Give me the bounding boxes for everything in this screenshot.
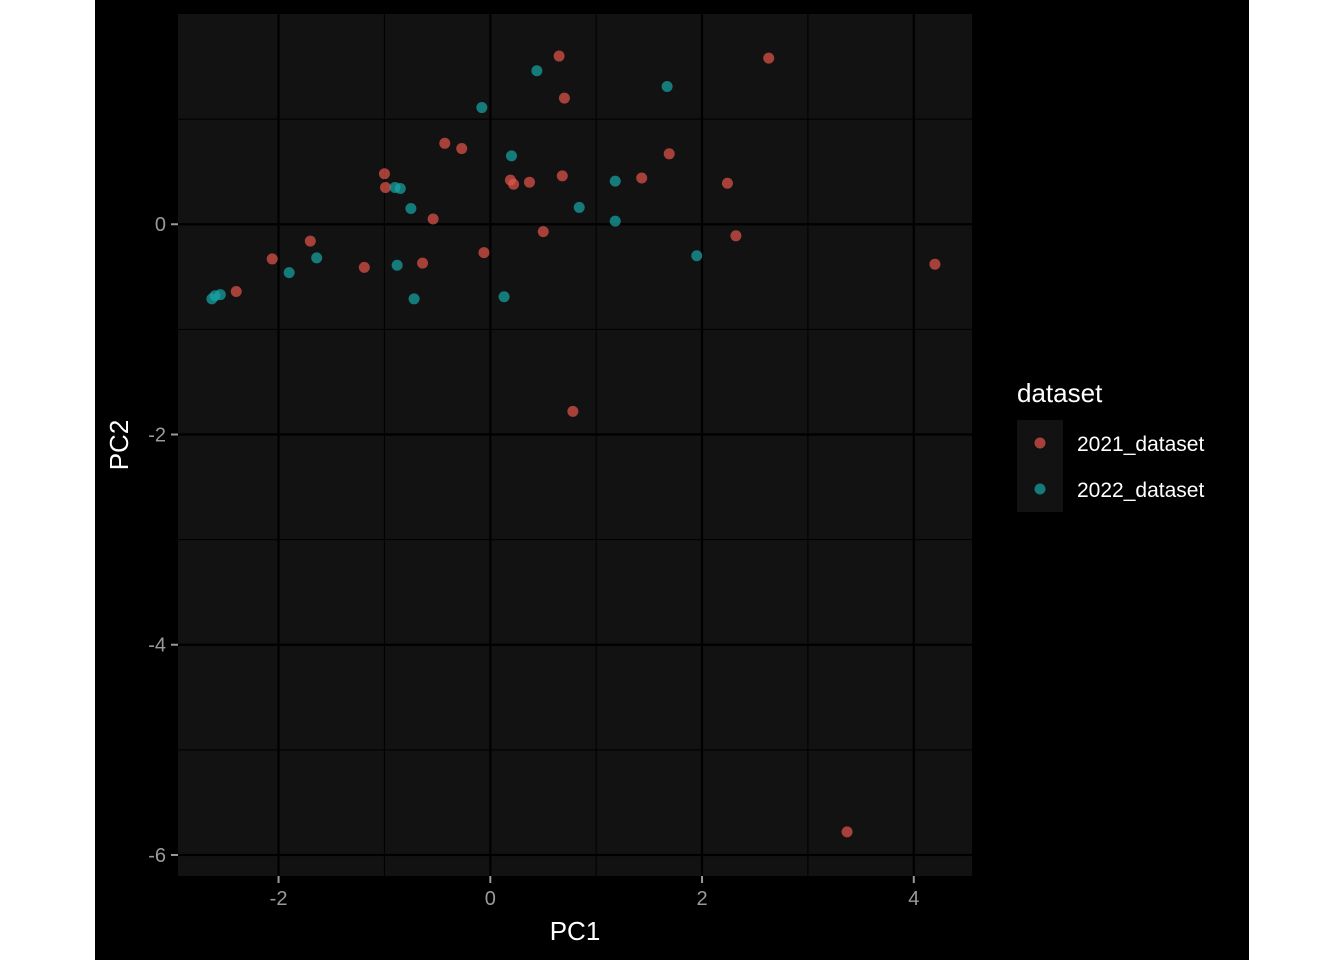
point-series-2 <box>311 252 323 264</box>
point-series-2 <box>691 250 703 262</box>
point-series-1 <box>558 92 570 104</box>
point-series-2 <box>505 150 517 162</box>
x-tick-label: 4 <box>908 888 919 910</box>
point-series-1 <box>537 226 549 238</box>
x-axis-title: PC1 <box>550 916 601 946</box>
point-series-1 <box>456 143 468 155</box>
y-tick-label: -6 <box>148 845 166 867</box>
point-series-1 <box>567 405 579 417</box>
y-tick-label: 0 <box>155 214 166 236</box>
y-tick-labels: -6 -4 -2 0 <box>148 214 166 867</box>
point-series-2 <box>405 202 417 214</box>
legend-items: 2021_dataset 2022_dataset <box>1034 433 1204 502</box>
point-series-1 <box>358 261 370 273</box>
legend: dataset 2021_dataset 2022_dataset <box>1017 378 1204 512</box>
point-series-2 <box>476 102 488 114</box>
point-series-2 <box>206 293 218 305</box>
point-series-1 <box>929 258 941 270</box>
point-series-2 <box>283 267 295 279</box>
point-series-2 <box>391 259 403 271</box>
point-series-1 <box>478 247 490 259</box>
point-series-1 <box>439 137 451 149</box>
point-series-1 <box>379 181 391 193</box>
x-tick-label: -2 <box>270 888 288 910</box>
y-tick-label: -4 <box>148 635 166 657</box>
legend-key-2 <box>1034 483 1046 495</box>
point-series-2 <box>573 201 585 213</box>
y-tick-label: -2 <box>148 424 166 446</box>
point-series-2 <box>214 289 226 301</box>
point-series-1 <box>230 286 242 298</box>
point-series-1 <box>553 50 565 62</box>
point-series-1 <box>636 172 648 184</box>
point-series-2 <box>498 291 510 303</box>
legend-label-2: 2022_dataset <box>1077 479 1204 502</box>
point-series-1 <box>556 170 568 182</box>
major-gridlines <box>178 14 972 876</box>
legend-label-1: 2021_dataset <box>1077 433 1204 456</box>
legend-key-background <box>1017 420 1063 512</box>
scatter-chart: -2 0 2 4 -6 -4 -2 0 PC1 PC2 dataset 2021_datas… <box>104 14 1204 946</box>
minor-gridlines <box>178 14 972 876</box>
legend-key-1 <box>1034 437 1046 449</box>
plot-area-background: -2 0 2 4 -6 -4 -2 0 PC1 PC2 dataset 2021_datas… <box>95 0 1249 960</box>
point-series-2 <box>609 175 621 187</box>
point-series-2 <box>609 215 621 227</box>
point-series-1 <box>417 257 429 269</box>
point-series-2 <box>408 293 420 305</box>
point-series-1 <box>266 253 278 265</box>
point-series-1 <box>763 52 775 64</box>
point-series-1 <box>378 168 390 180</box>
point-series-1 <box>304 235 316 247</box>
point-series-1 <box>508 178 520 190</box>
legend-title: dataset <box>1017 378 1103 408</box>
x-tick-labels: -2 0 2 4 <box>270 888 920 910</box>
x-tick-label: 2 <box>696 888 707 910</box>
x-tick-label: 0 <box>485 888 496 910</box>
point-series-2 <box>394 183 406 195</box>
point-series-1 <box>721 177 733 189</box>
point-series-1 <box>427 213 439 225</box>
point-series-1 <box>730 230 742 242</box>
point-series-1 <box>663 148 675 160</box>
plot-panel <box>178 14 972 876</box>
point-series-1 <box>841 826 853 838</box>
point-series-2 <box>661 81 673 93</box>
data-points <box>206 50 941 838</box>
point-series-1 <box>523 176 535 188</box>
y-axis-title: PC2 <box>104 420 134 471</box>
axis-ticks <box>171 223 915 883</box>
point-series-2 <box>531 65 543 77</box>
